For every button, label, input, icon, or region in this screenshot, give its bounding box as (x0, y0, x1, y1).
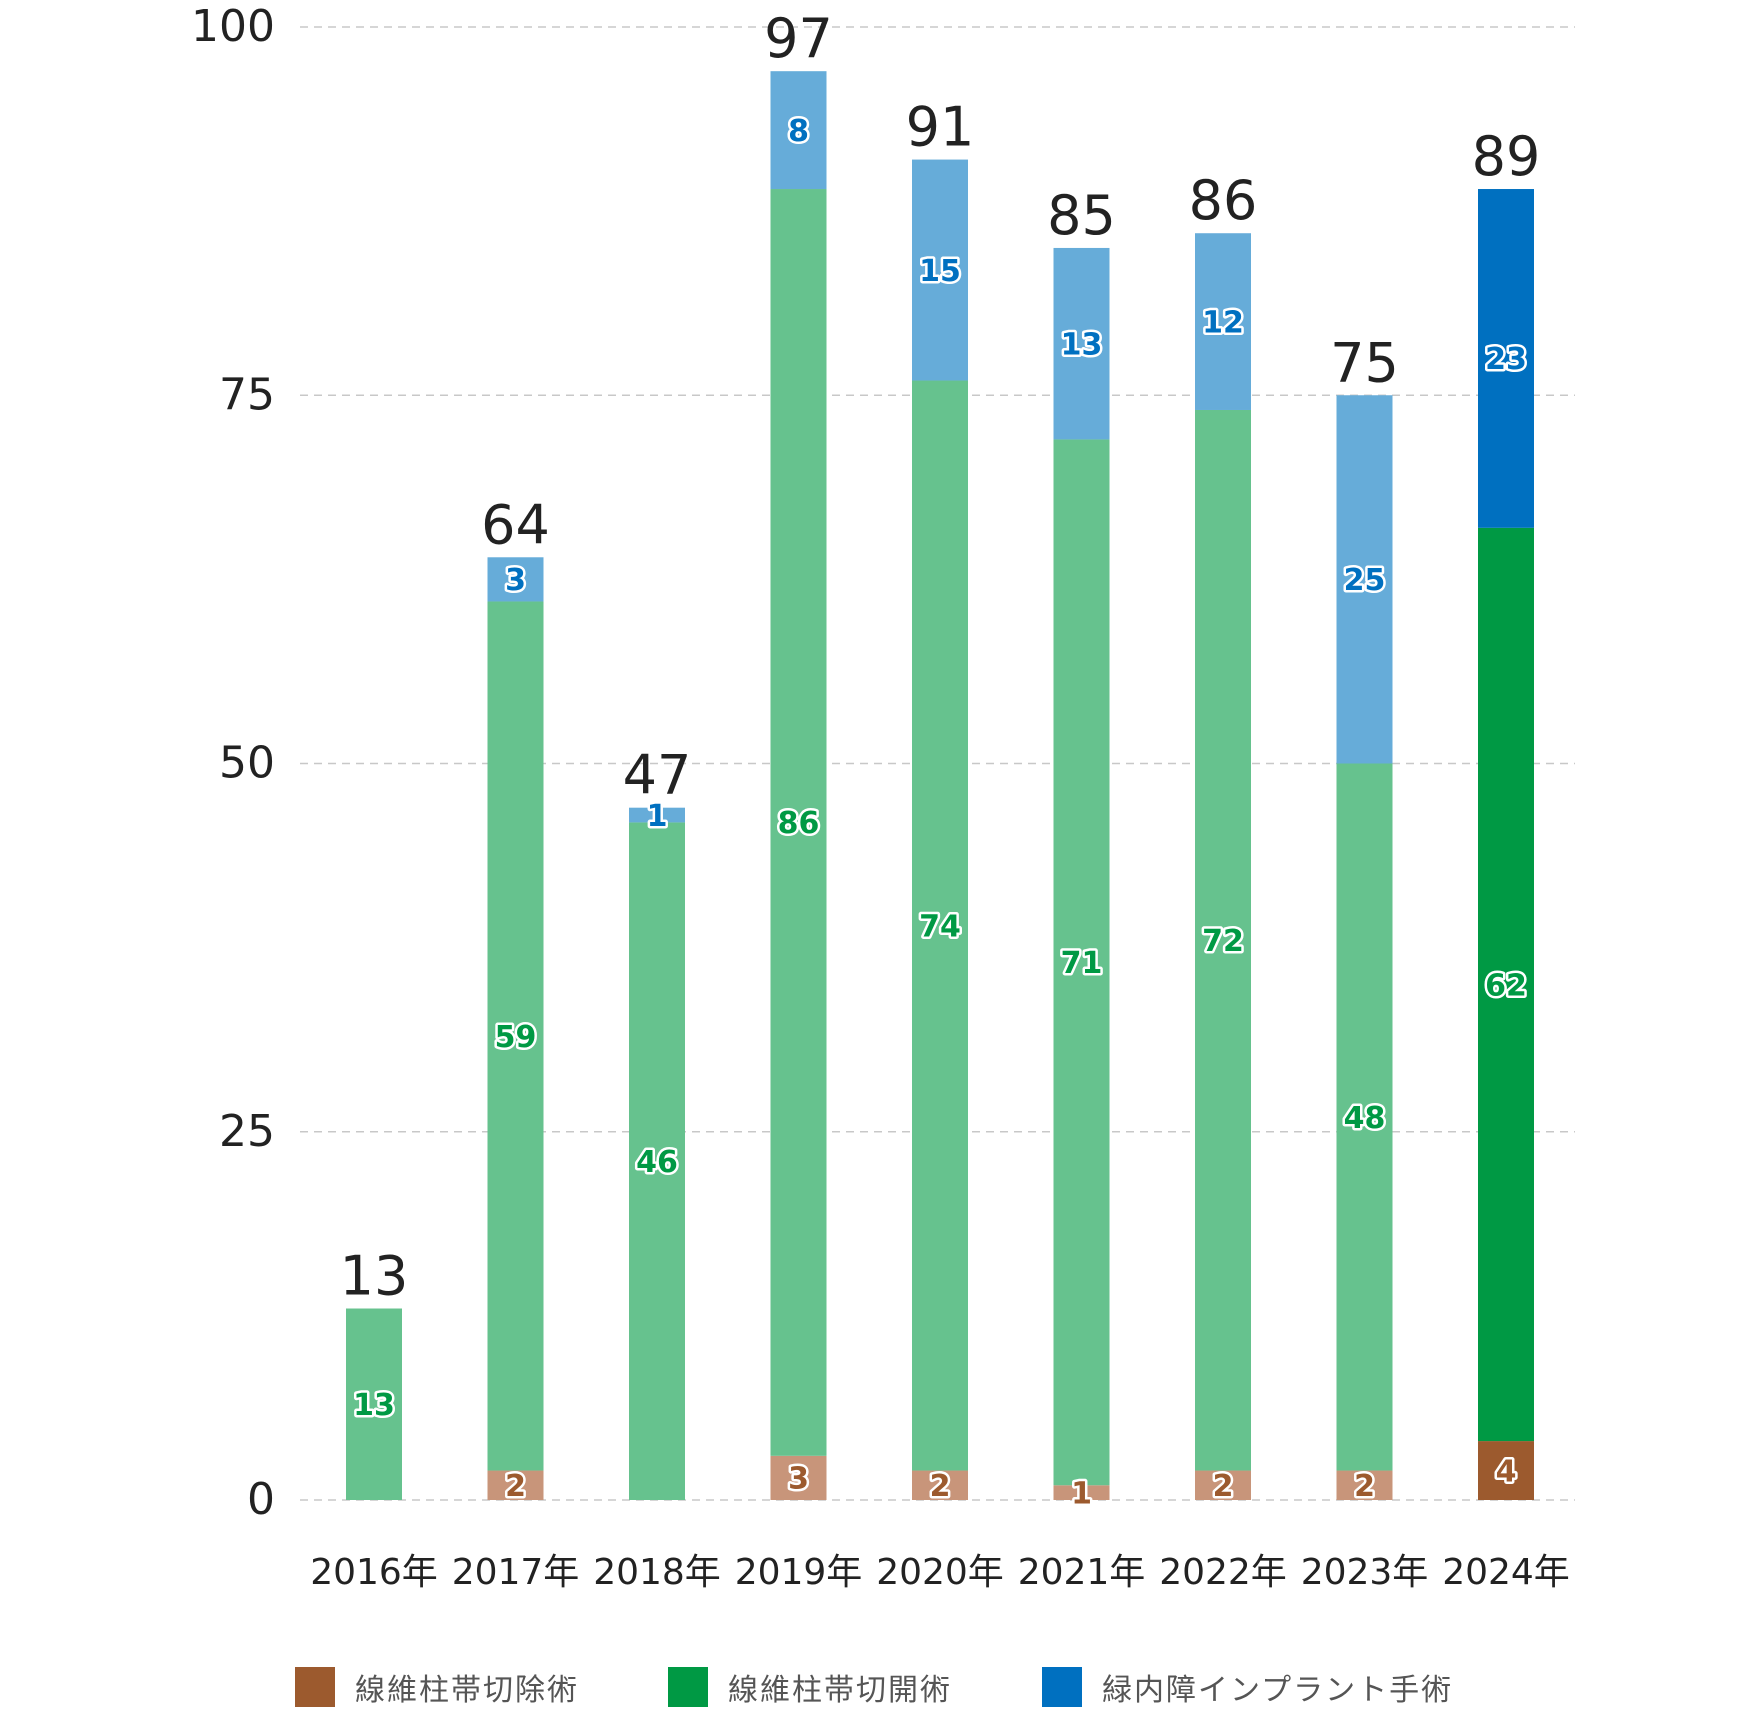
segment-value-label: 2 (1354, 1469, 1375, 1504)
legend-label: 線維柱帯切開術 (728, 1673, 952, 1708)
bar-segment (1478, 189, 1534, 528)
segment-value-label: 15 (919, 254, 961, 289)
legend-label: 緑内障インプラント手術 (1102, 1673, 1454, 1708)
bar-segment (487, 601, 544, 1471)
x-tick-label: 2024年 (1442, 1552, 1570, 1593)
bar-segment (770, 189, 827, 1456)
x-tick-label: 2018年 (593, 1552, 721, 1593)
legend-swatch (668, 1667, 708, 1707)
bar-total-label: 13 (340, 1245, 409, 1308)
bar-segment (1478, 1441, 1534, 1500)
bar-total-label: 89 (1472, 125, 1541, 188)
x-tick-label: 2020年 (876, 1552, 1004, 1593)
segment-value-label: 59 (495, 1020, 537, 1055)
y-tick-label: 50 (219, 738, 275, 789)
legend: 線維柱帯切除術 線維柱帯切開術 緑内障インプラント手術 (0, 1665, 1760, 1709)
x-tick-label: 2017年 (452, 1552, 580, 1593)
bar-segment (487, 1470, 544, 1500)
segment-value-label: 12 (1202, 305, 1244, 340)
bar-segment (912, 380, 968, 1471)
bar-segment (1195, 1470, 1251, 1500)
bar-segment (1478, 527, 1534, 1442)
segment-value-label: 48 (1344, 1101, 1386, 1136)
x-tick-label: 2022年 (1159, 1552, 1287, 1593)
bar-segment (912, 1470, 968, 1500)
axes: 0 25 50 75 100 2016年 2017年 2018年 2019年 2020年 2021年… (191, 1, 1570, 1593)
x-tick-label: 2023年 (1301, 1552, 1429, 1593)
segment-value-label: 2 (1213, 1469, 1234, 1504)
segment-value-label: 46 (636, 1145, 678, 1180)
segment-value-label: 2 (930, 1469, 951, 1504)
data-labels: 1313259364461473868972741591171138527212… (340, 7, 1541, 1514)
segment-value-label: 13 (353, 1388, 395, 1423)
bar-segment (1053, 439, 1110, 1486)
y-tick-label: 100 (191, 1, 275, 52)
segment-value-label: 1 (647, 799, 668, 834)
legend-item-trabeculotomy: 線維柱帯切開術 (668, 1665, 952, 1709)
x-tick-label: 2016年 (310, 1552, 438, 1593)
bar-segment (770, 71, 827, 190)
bar-segment (1336, 395, 1393, 764)
bar-total-label: 75 (1330, 331, 1399, 394)
segment-value-label: 74 (919, 909, 961, 944)
bar-segment (1336, 1470, 1393, 1500)
legend-item-implant-surgery: 緑内障インプラント手術 (1042, 1665, 1453, 1709)
legend-swatch (1042, 1667, 1082, 1707)
bar-total-label: 97 (764, 7, 833, 70)
legend-item-trabeculectomy: 線維柱帯切除術 (295, 1665, 579, 1709)
bar-total-label: 47 (623, 744, 692, 807)
segment-value-label: 8 (788, 114, 809, 149)
segment-value-label: 13 (1061, 327, 1103, 362)
legend-swatch (295, 1667, 335, 1707)
segment-value-label: 23 (1485, 342, 1527, 377)
y-tick-label: 75 (219, 369, 275, 420)
segment-value-label: 72 (1202, 924, 1244, 959)
bar-segment (629, 807, 685, 823)
bar-segment (1053, 247, 1110, 440)
segment-value-label: 2 (505, 1469, 526, 1504)
segment-value-label: 25 (1344, 563, 1386, 598)
segment-value-label: 62 (1485, 968, 1527, 1003)
legend-label: 線維柱帯切除術 (355, 1673, 579, 1708)
bar-segment (1053, 1485, 1110, 1500)
y-tick-label: 25 (219, 1106, 275, 1157)
x-tick-label: 2019年 (735, 1552, 863, 1593)
bar-total-label: 85 (1047, 184, 1116, 247)
segment-value-label: 3 (505, 563, 526, 598)
bar-segment (346, 1308, 402, 1500)
segment-value-label: 1 (1071, 1476, 1092, 1511)
bar-segment (770, 1455, 827, 1500)
bars (346, 71, 1534, 1500)
bar-total-label: 64 (481, 493, 550, 556)
segment-value-label: 86 (778, 806, 820, 841)
bar-segment (629, 822, 685, 1500)
segment-value-label: 4 (1496, 1454, 1517, 1489)
segment-value-label: 3 (788, 1462, 809, 1497)
bar-segment (912, 159, 968, 381)
bar-segment (487, 557, 544, 602)
bar-total-label: 86 (1189, 169, 1258, 232)
segment-value-label: 71 (1061, 946, 1103, 981)
y-tick-label: 0 (247, 1474, 275, 1525)
bar-segment (1195, 233, 1251, 410)
x-tick-label: 2021年 (1018, 1552, 1146, 1593)
bar-segment (1195, 409, 1251, 1471)
bar-segment (1336, 763, 1393, 1471)
bar-total-label: 91 (906, 96, 975, 159)
